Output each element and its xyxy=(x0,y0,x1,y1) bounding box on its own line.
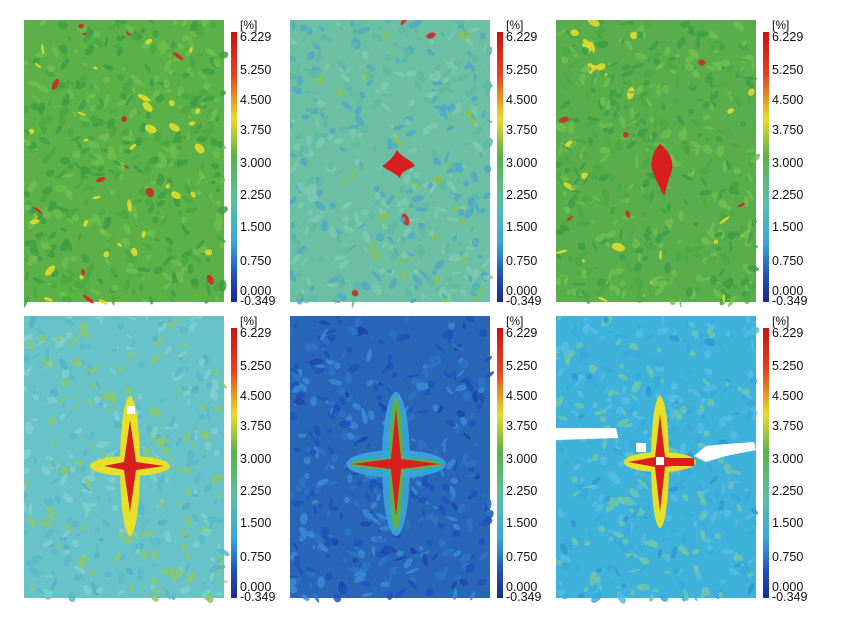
colorbar-tick-label: 4.500 xyxy=(506,93,538,107)
colorbar-tick-label: -0.349 xyxy=(772,294,808,308)
colorbar-tick-label: 0.750 xyxy=(240,254,272,268)
colorbar-tick-label: 6.229 xyxy=(506,30,538,44)
colorbar-tick-label: 4.500 xyxy=(240,93,272,107)
crack-cross-4 xyxy=(90,396,170,536)
colorbar-tick-label: 3.750 xyxy=(240,123,272,137)
strain-panel-4 xyxy=(24,316,304,616)
gap-region xyxy=(556,428,756,465)
colorbar-tick-label: -0.349 xyxy=(240,294,276,308)
colorbar-tick-label: 4.500 xyxy=(772,389,804,403)
colorbar-tick-label: 2.250 xyxy=(240,188,272,202)
colorbar-tick-label: 0.750 xyxy=(506,550,538,564)
strain-map-1 xyxy=(24,20,237,308)
colorbar-tick-label: 3.000 xyxy=(240,156,272,170)
colorbar-tick-label: 1.500 xyxy=(506,516,538,530)
colorbar-tick-label: 5.250 xyxy=(506,63,538,77)
strain-panel-6 xyxy=(556,316,836,616)
hotspot-3 xyxy=(651,144,673,196)
colorbar-tick-label: 0.000 xyxy=(506,580,538,594)
colorbar-tick-label: 3.000 xyxy=(506,452,538,466)
colorbar-3 xyxy=(763,32,769,302)
colorbar-tick-label: 4.500 xyxy=(506,389,538,403)
colorbar-tick-label: 5.250 xyxy=(772,359,804,373)
colorbar-tick-label: -0.349 xyxy=(506,294,542,308)
colorbar-tick-label: 3.750 xyxy=(506,419,538,433)
strain-map-4 xyxy=(24,316,237,604)
colorbar-tick-label: 6.229 xyxy=(772,30,804,44)
strain-panel-5 xyxy=(290,316,570,616)
colorbar-tick-label: 1.500 xyxy=(772,220,804,234)
colorbar-tick-label: 5.250 xyxy=(240,63,272,77)
colorbar-tick-label: 6.229 xyxy=(772,326,804,340)
colorbar-tick-label: 3.750 xyxy=(506,123,538,137)
colorbar-tick-label: 1.500 xyxy=(240,516,272,530)
colorbar-tick-label: 1.500 xyxy=(506,220,538,234)
colorbar-tick-label: 4.500 xyxy=(240,389,272,403)
colorbar-tick-label: 0.000 xyxy=(772,580,804,594)
colorbar-5 xyxy=(497,328,503,598)
colorbar-tick-label: 6.229 xyxy=(240,30,272,44)
colorbar-2 xyxy=(497,32,503,302)
colorbar-tick-label: -0.349 xyxy=(240,590,276,604)
colorbar-tick-label: 3.750 xyxy=(772,123,804,137)
colorbar-tick-label: 3.750 xyxy=(240,419,272,433)
strain-map-6 xyxy=(556,316,769,604)
crack-cross-5 xyxy=(346,392,446,536)
colorbar-tick-label: 1.500 xyxy=(240,220,272,234)
colorbar-unit: [%] xyxy=(772,314,790,328)
colorbar-tick-label: 2.250 xyxy=(506,188,538,202)
colorbar-unit: [%] xyxy=(772,18,790,32)
colorbar-tick-label: 2.250 xyxy=(772,188,804,202)
colorbar-tick-label: 0.000 xyxy=(772,284,804,298)
colorbar-tick-label: 2.250 xyxy=(506,484,538,498)
colorbar-tick-label: 1.500 xyxy=(772,516,804,530)
colorbar-unit: [%] xyxy=(240,314,258,328)
colorbar-tick-label: 0.750 xyxy=(772,550,804,564)
colorbar-tick-label: 3.000 xyxy=(506,156,538,170)
colorbar-tick-label: 0.000 xyxy=(240,284,272,298)
colorbar-tick-label: 3.750 xyxy=(772,419,804,433)
colorbar-1 xyxy=(231,32,237,302)
strain-map-2 xyxy=(290,20,503,308)
colorbar-tick-label: 3.000 xyxy=(772,452,804,466)
colorbar-tick-label: -0.349 xyxy=(772,590,808,604)
colorbar-tick-label: 2.250 xyxy=(772,484,804,498)
strain-panel-2 xyxy=(290,20,570,320)
colorbar-tick-label: 4.500 xyxy=(772,93,804,107)
colorbar-tick-label: 5.250 xyxy=(240,359,272,373)
colorbar-tick-label: 0.000 xyxy=(506,284,538,298)
colorbar-tick-label: 0.750 xyxy=(506,254,538,268)
colorbar-unit: [%] xyxy=(506,314,524,328)
colorbar-tick-label: 5.250 xyxy=(506,359,538,373)
colorbar-tick-label: 2.250 xyxy=(240,484,272,498)
colorbar-tick-label: 3.000 xyxy=(772,156,804,170)
strain-map-5 xyxy=(290,316,503,603)
colorbar-tick-label: -0.349 xyxy=(506,590,542,604)
colorbar-unit: [%] xyxy=(240,18,258,32)
colorbar-4 xyxy=(231,328,237,598)
colorbar-6 xyxy=(763,328,769,598)
strain-panel-1 xyxy=(24,20,304,320)
colorbar-tick-label: 5.250 xyxy=(772,63,804,77)
strain-panel-3 xyxy=(556,20,836,320)
strain-map-3 xyxy=(556,20,769,308)
colorbar-unit: [%] xyxy=(506,18,524,32)
colorbar-tick-label: 3.000 xyxy=(240,452,272,466)
colorbar-tick-label: 6.229 xyxy=(240,326,272,340)
colorbar-tick-label: 0.000 xyxy=(240,580,272,594)
colorbar-tick-label: 0.750 xyxy=(240,550,272,564)
hotspot-2 xyxy=(382,150,415,178)
colorbar-tick-label: 6.229 xyxy=(506,326,538,340)
colorbar-tick-label: 0.750 xyxy=(772,254,804,268)
